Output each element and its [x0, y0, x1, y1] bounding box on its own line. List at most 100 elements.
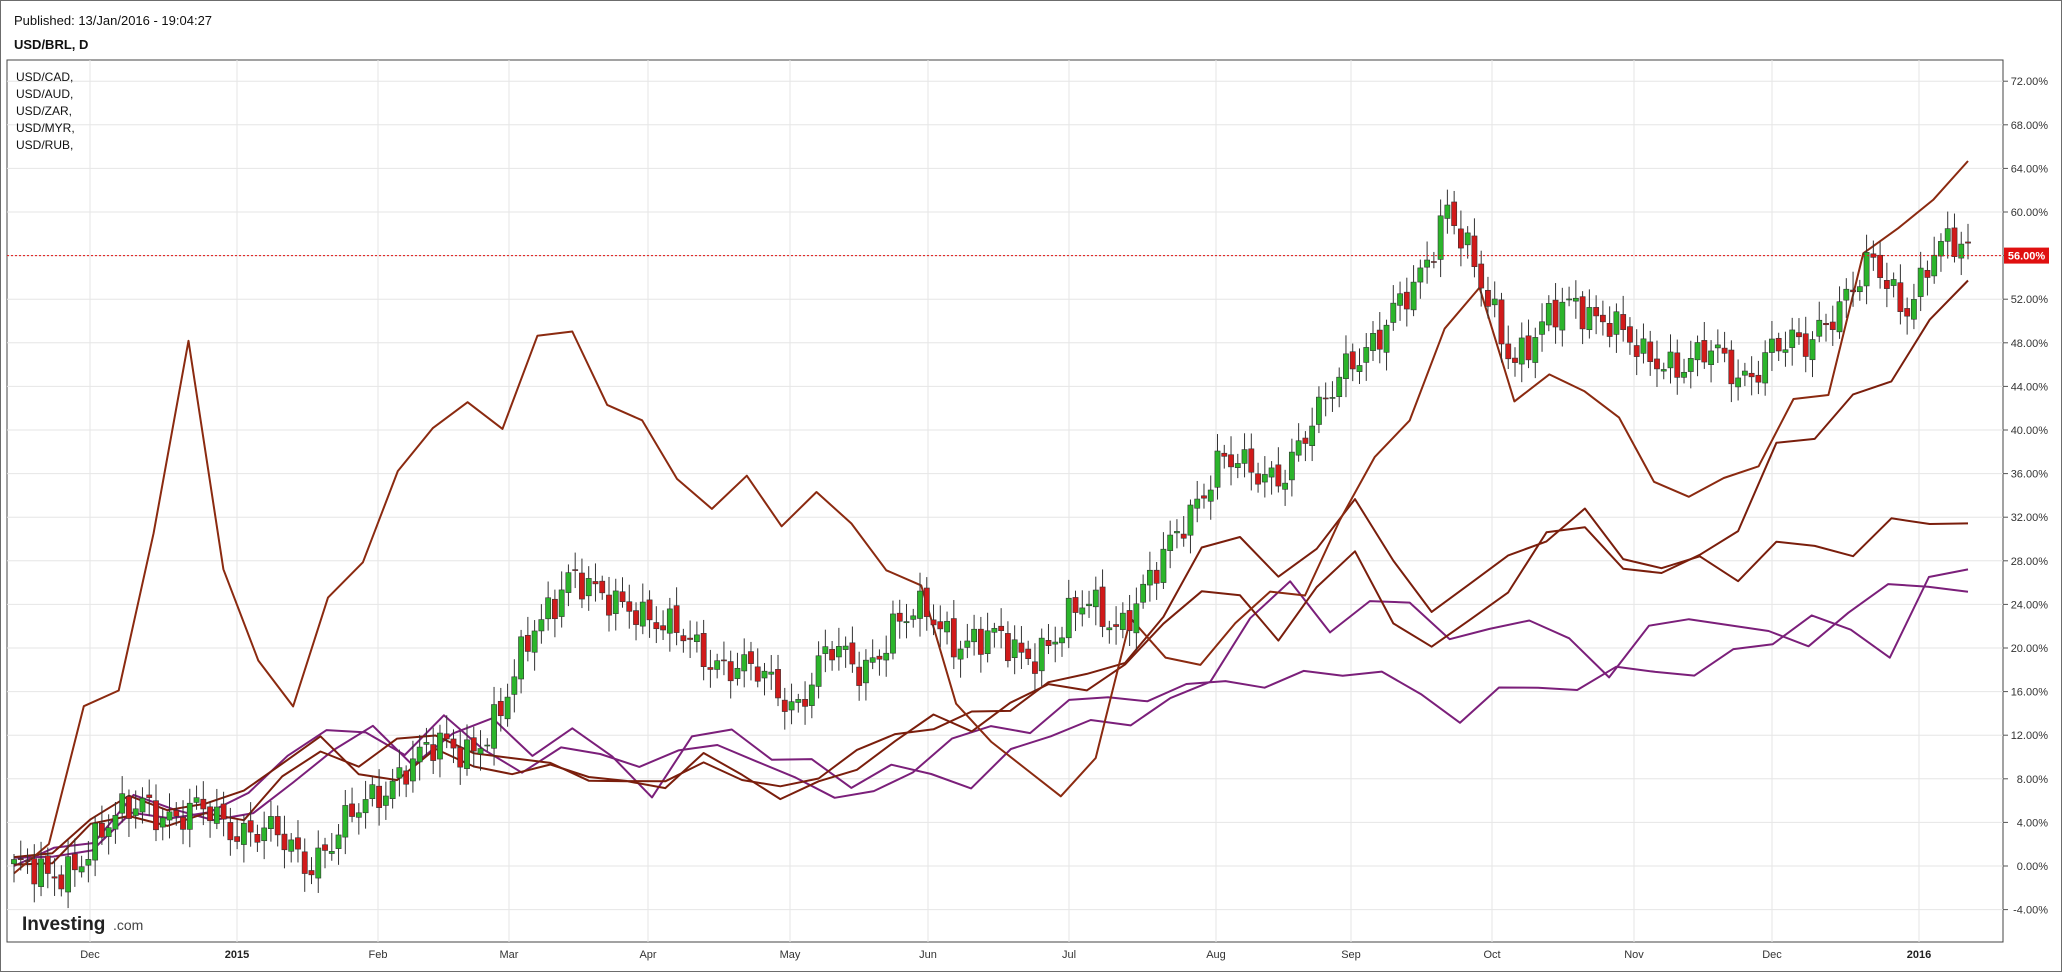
- candle-body: [65, 856, 71, 893]
- candle-body: [322, 844, 328, 851]
- candle-body: [1005, 633, 1011, 662]
- candle-body: [1904, 308, 1911, 317]
- candle-body: [572, 569, 579, 571]
- candle-body: [1856, 286, 1863, 293]
- candle-body: [835, 646, 842, 658]
- candle-body: [626, 601, 633, 612]
- candle-body: [707, 667, 714, 670]
- candle-body: [727, 661, 734, 682]
- candle-body: [1234, 463, 1241, 468]
- candle-body: [1640, 338, 1647, 354]
- x-tick-label: Jul: [1062, 949, 1076, 961]
- candle-body: [1410, 281, 1417, 311]
- y-tick-label: 32.00%: [2011, 512, 2049, 524]
- legend-entry: USD/CAD,: [16, 70, 73, 84]
- candle-body: [1370, 333, 1376, 351]
- candle-body: [1755, 374, 1762, 383]
- x-tick-label: Jun: [919, 949, 937, 961]
- candle-body: [1931, 254, 1938, 277]
- candle-body: [917, 590, 923, 619]
- candle-body: [1160, 548, 1167, 583]
- candle-body: [1302, 437, 1309, 444]
- candle-body: [416, 746, 423, 763]
- y-axis-labels: 72.00% 68.00% 64.00% 60.00% 56.00% 52.00% 48.0…: [2003, 76, 2049, 917]
- candle-body: [808, 684, 815, 706]
- x-tick-label: Mar: [500, 949, 519, 961]
- candle-body: [132, 808, 139, 816]
- candle-body: [971, 628, 977, 643]
- candle-body: [781, 699, 788, 712]
- candle-body: [1309, 425, 1316, 447]
- x-tick-label: 2016: [1907, 949, 1931, 961]
- candle-body: [396, 767, 403, 779]
- candle-body: [1397, 293, 1403, 306]
- candle-body: [301, 851, 308, 874]
- candle-body: [1390, 302, 1397, 323]
- candle-body: [173, 810, 180, 817]
- legend-entry: USD/RUB,: [16, 138, 73, 152]
- candle-body: [579, 572, 585, 600]
- candle-body: [1376, 329, 1383, 350]
- candle-body: [1917, 267, 1924, 297]
- watermark-brand: Investing: [22, 914, 105, 935]
- comparison-series-line: [13, 568, 1969, 859]
- candle-body: [1065, 597, 1072, 639]
- candle-body: [1343, 353, 1349, 379]
- candle-body: [1086, 603, 1092, 607]
- candle-body: [1681, 371, 1687, 378]
- candle-body: [288, 839, 295, 852]
- y-tick-label: 20.00%: [2011, 643, 2049, 655]
- candle-body: [1099, 586, 1106, 627]
- candle-body: [376, 785, 383, 808]
- candle-body: [1011, 639, 1018, 658]
- candle-body: [1383, 324, 1390, 353]
- legend-entry: USD/AUD,: [16, 87, 73, 101]
- candle-body: [349, 803, 355, 817]
- candle-body: [1829, 321, 1836, 330]
- candle-body: [281, 833, 288, 851]
- candle-body: [193, 797, 200, 803]
- candle-body: [328, 851, 335, 854]
- candle-body: [1485, 289, 1491, 307]
- candle-body: [721, 659, 727, 662]
- candle-body: [17, 858, 24, 860]
- plot-border: [6, 59, 2004, 943]
- candle-body: [1241, 449, 1248, 464]
- candle-body: [849, 642, 856, 665]
- candle-body: [227, 822, 234, 841]
- candle-body: [58, 874, 65, 890]
- candle-body: [998, 625, 1005, 632]
- candle-body: [220, 803, 227, 820]
- candle-body: [44, 855, 51, 874]
- candle-body: [1735, 377, 1742, 388]
- candle-body: [734, 667, 741, 679]
- legend-entry: USD/MYR,: [16, 121, 75, 135]
- candle-body: [207, 806, 213, 822]
- candle-body: [1823, 323, 1829, 326]
- candle-body: [1261, 474, 1268, 483]
- candle-body: [24, 860, 31, 862]
- candle-body: [531, 630, 538, 653]
- grid-lines: [7, 60, 2003, 942]
- candle-body: [1951, 227, 1958, 257]
- candle-body: [1627, 326, 1633, 343]
- y-tick-label: 8.00%: [2017, 774, 2048, 786]
- candle-body: [944, 620, 950, 633]
- candle-body: [1018, 642, 1025, 653]
- candle-body: [1796, 332, 1802, 338]
- candle-body: [78, 866, 85, 873]
- candle-body: [1809, 339, 1816, 361]
- candle-body: [11, 859, 17, 865]
- candle-body: [977, 628, 984, 655]
- candle-body: [1654, 358, 1660, 370]
- y-tick-label: 60.00%: [2011, 207, 2049, 219]
- candle-body: [1566, 298, 1572, 301]
- candle-body: [430, 744, 437, 761]
- candle-body: [856, 666, 863, 686]
- candle-body: [295, 837, 301, 850]
- candle-body: [748, 651, 754, 664]
- usd-brl-candles: [11, 189, 1971, 909]
- candle-body: [673, 605, 680, 633]
- candle-body: [1045, 640, 1052, 646]
